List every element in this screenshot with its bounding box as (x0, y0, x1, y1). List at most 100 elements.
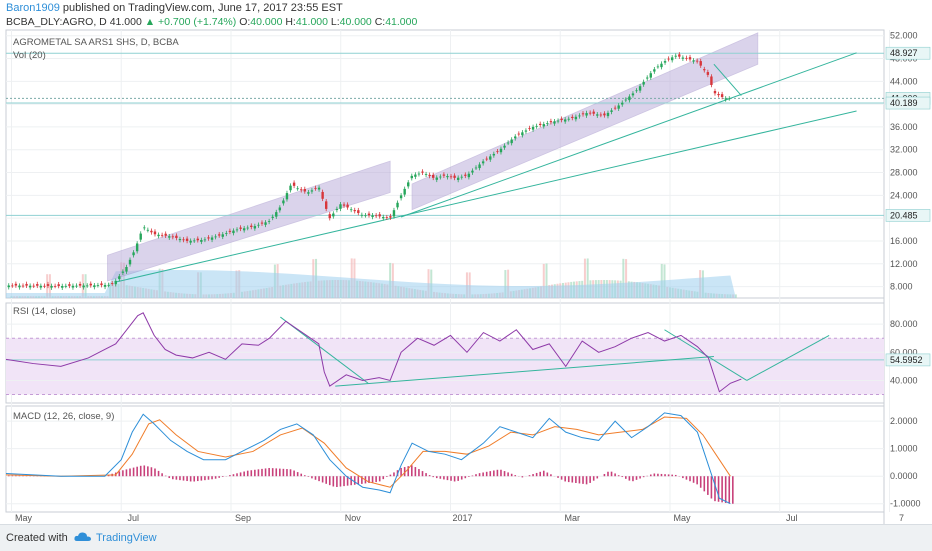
candle-body (367, 213, 371, 216)
candle-body (50, 285, 53, 288)
candle-body (364, 215, 367, 217)
candle-body (46, 284, 50, 286)
rsi-tag-box (885, 353, 931, 367)
candle-body (14, 283, 18, 286)
tradingview-link[interactable]: TradingView (96, 532, 157, 544)
volume-bar (586, 258, 589, 298)
candle-body (649, 73, 652, 78)
publish-info: published on TradingView.com, June 17, 2… (62, 2, 343, 14)
candle-body (157, 234, 160, 237)
candle-body (624, 99, 628, 101)
symbol-label: BCBA_DLY:AGRO, D (6, 16, 107, 28)
candle-body (417, 173, 421, 175)
candle-body (542, 124, 545, 127)
candle-body (531, 126, 535, 130)
macd-tick-0: 2.0000 (890, 416, 918, 426)
candle-body (64, 285, 68, 287)
candle-body (89, 283, 92, 286)
candle-body (635, 90, 638, 92)
candle-body (663, 61, 667, 63)
rsi-trendline-1 (335, 356, 714, 387)
candle-body (378, 214, 381, 217)
candle-body (121, 271, 125, 273)
candle-body (728, 98, 731, 100)
candle-body (667, 58, 670, 60)
candle-body (225, 233, 228, 234)
candle-body (717, 94, 720, 96)
candle-body (139, 233, 142, 240)
candle-body (342, 204, 346, 206)
macd-signal-line (5, 416, 731, 488)
volume-ma-area (6, 270, 736, 298)
volume-bar (391, 263, 394, 298)
price-trendline-1 (400, 52, 857, 218)
candle-body (68, 284, 71, 286)
candle-body (285, 193, 289, 200)
candle-body (28, 285, 32, 288)
candle-body (182, 239, 185, 241)
volume-bar (583, 258, 586, 298)
candle-body (75, 285, 78, 287)
open-label: O: (239, 16, 251, 28)
candle-body (289, 185, 292, 191)
candle-body (382, 216, 385, 219)
candle-body (510, 139, 513, 144)
volume-bar (542, 263, 545, 298)
price-tick-9: 16.000 (890, 236, 918, 246)
candle-body (39, 285, 43, 288)
rsi-tick-0: 80.000 (890, 319, 918, 329)
candle-body (242, 228, 246, 231)
candle-body (185, 238, 189, 241)
created-with-label: Created with (6, 532, 68, 544)
candle-body (203, 239, 207, 241)
candle-body (660, 63, 663, 68)
candle-body (61, 285, 64, 288)
rsi-band (6, 338, 884, 395)
volume-bar (48, 274, 51, 298)
candle-body (489, 156, 492, 160)
candle-body (168, 236, 171, 238)
candle-body (678, 54, 681, 57)
rsi-tag-text: 54.5952 (890, 355, 923, 365)
candle-body (86, 285, 89, 287)
candle-body (328, 214, 331, 219)
candle-body (439, 176, 442, 178)
candle-body (695, 60, 699, 62)
candle-body (118, 276, 121, 280)
candle-body (571, 116, 574, 119)
candle-body (53, 285, 57, 287)
candle-body (25, 283, 28, 286)
candle-body (246, 227, 249, 229)
macd-tick-2: 0.0000 (890, 471, 918, 481)
candle-body (349, 209, 353, 211)
rsi-tick-1: 60.000 (890, 347, 918, 357)
candle-body (628, 96, 631, 101)
volume-bar (625, 259, 628, 298)
candle-body (164, 233, 167, 236)
candle-body (485, 158, 488, 160)
candle-body (588, 112, 592, 114)
candle-body (307, 192, 310, 194)
candle-body (460, 176, 463, 178)
author-link[interactable]: Baron1909 (6, 2, 60, 14)
high-value: 41.000 (295, 16, 328, 28)
candle-body (631, 93, 635, 96)
candle-body (656, 66, 660, 68)
high-label: H: (285, 16, 296, 28)
candle-body (371, 215, 374, 218)
publish-line: Baron1909 published on TradingView.com, … (6, 2, 343, 14)
price-tick-2: 44.000 (890, 76, 918, 86)
candle-body (282, 200, 285, 204)
volume-bar (622, 258, 625, 298)
candle-body (228, 230, 232, 232)
candle-body (385, 217, 389, 219)
candle-body (32, 285, 35, 287)
candle-body (78, 283, 82, 286)
candle-body (699, 61, 702, 66)
candle-body (21, 285, 25, 287)
volume-bar (734, 294, 737, 298)
chart-canvas[interactable]: 52.00048.00044.00040.00036.00032.00028.0… (0, 0, 932, 524)
candle-body (396, 202, 399, 208)
candle-body (324, 201, 328, 209)
candle-body (514, 136, 517, 139)
